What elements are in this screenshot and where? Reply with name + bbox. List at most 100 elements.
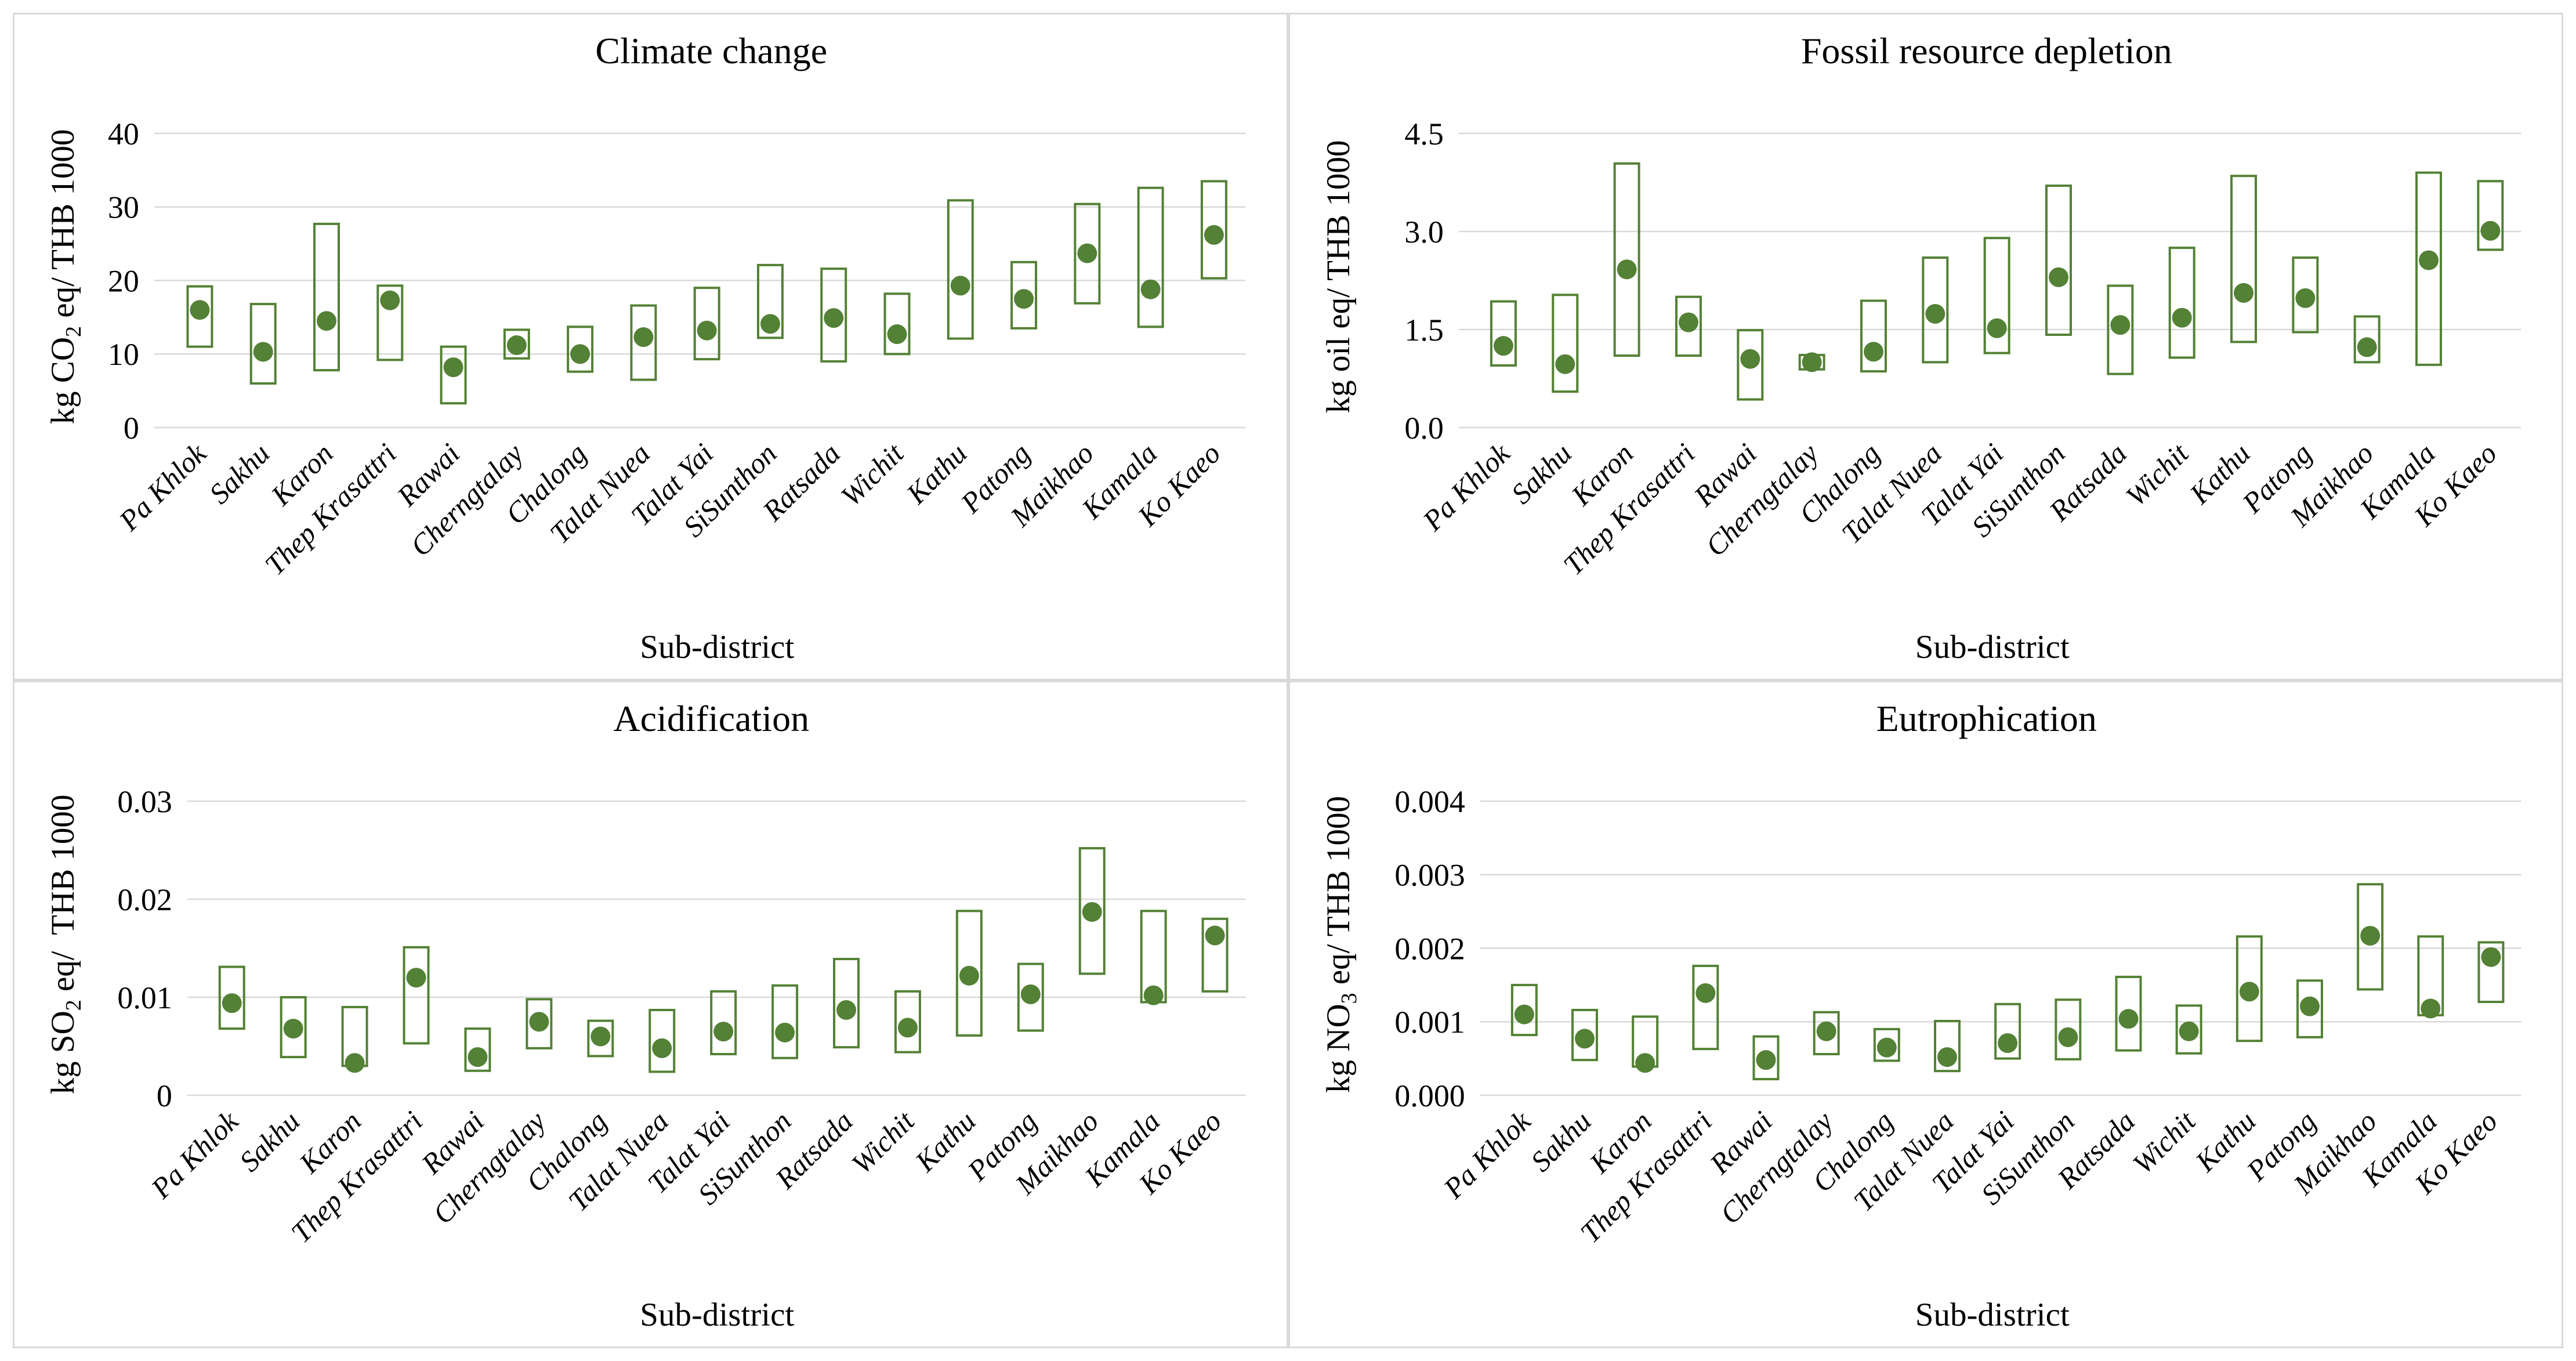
range-box <box>249 303 277 385</box>
range-box <box>218 965 245 1030</box>
range-box <box>1983 237 2010 354</box>
y-tick-label: 0.002 <box>1394 931 1465 966</box>
range-box <box>1010 260 1038 330</box>
range-box <box>2230 175 2257 343</box>
value-dot <box>222 993 242 1013</box>
value-dot <box>2110 315 2130 335</box>
value-dot <box>2420 998 2440 1019</box>
value-dot <box>406 968 426 988</box>
x-category-label: Pa Khlok <box>1436 1105 1537 1205</box>
value-dot <box>506 335 527 356</box>
range-box <box>710 990 737 1056</box>
range-box <box>313 222 340 372</box>
value-dot <box>1077 243 1097 263</box>
value-dot <box>2480 220 2500 241</box>
value-dot <box>1082 902 1102 922</box>
range-box <box>630 304 657 381</box>
range-box <box>2356 883 2383 991</box>
value-dot <box>1816 1021 1836 1041</box>
value-dot <box>2179 1021 2199 1041</box>
panel-eutrophication: Eutrophication kg NO3 eq/ THB 1000 0.000… <box>1288 680 2563 1348</box>
value-dot <box>283 1019 303 1039</box>
range-box <box>1933 1019 1961 1073</box>
y-tick-label: 0.03 <box>117 784 172 819</box>
value-dot <box>1937 1047 1957 1067</box>
x-category-label: Wichit <box>2126 1104 2202 1180</box>
value-dot <box>190 300 210 320</box>
range-box <box>2296 979 2323 1038</box>
y-tick-label: 1.5 <box>1404 313 1443 348</box>
range-box <box>1490 300 1517 367</box>
range-box <box>503 328 530 360</box>
x-category-label: Sakhu <box>1505 437 1578 510</box>
x-axis-title: Sub-district <box>1915 629 2070 665</box>
range-box <box>771 984 799 1059</box>
range-box <box>2054 998 2081 1060</box>
y-tick-label: 0.004 <box>1394 784 1465 819</box>
x-category-label: Sakhu <box>1524 1105 1597 1178</box>
panel-acidification: Acidification kg SO2 eq/ THB 1000 0 0.01 0… <box>13 680 1288 1348</box>
value-dot <box>1205 925 1225 946</box>
panel-grid: Climate change kg CO2 eq/ THB 1000 0 10 20… <box>13 13 2563 1348</box>
range-box <box>955 910 983 1037</box>
y-tick-label: 3.0 <box>1404 215 1443 249</box>
range-box <box>833 958 860 1049</box>
value-dot <box>1925 303 1945 324</box>
value-dot <box>1143 985 1164 1005</box>
value-dot <box>713 1022 734 1042</box>
value-dot <box>1020 984 1041 1004</box>
value-dot <box>2233 283 2253 303</box>
value-dot <box>2239 982 2259 1002</box>
range-box <box>2106 284 2133 375</box>
value-dot <box>2480 947 2501 967</box>
range-box <box>1078 847 1106 975</box>
y-tick-label: 10 <box>108 337 139 372</box>
range-box <box>1675 295 1702 357</box>
y-tick-label: 0.001 <box>1394 1005 1465 1040</box>
y-tick-label: 0.01 <box>117 980 172 1015</box>
y-tick-label: 30 <box>108 190 139 225</box>
value-dot <box>897 1018 918 1038</box>
range-box <box>2236 935 2263 1043</box>
y-tick-label: 0.02 <box>117 882 172 917</box>
range-box <box>2476 180 2503 251</box>
value-dot <box>443 357 463 378</box>
range-box <box>1691 964 1719 1051</box>
panel-fossil-resource-depletion: Fossil resource depletion kg oil eq/ THB… <box>1288 13 2563 680</box>
range-box <box>1551 294 1578 393</box>
range-box <box>280 996 307 1059</box>
range-box <box>1017 962 1044 1032</box>
range-box <box>376 284 404 361</box>
y-tick-label: 40 <box>108 117 139 151</box>
value-dot <box>1635 1053 1655 1073</box>
y-tick-label: 0.0 <box>1404 411 1443 446</box>
value-dot <box>1617 259 1637 280</box>
value-dot <box>1863 342 1883 362</box>
y-tick-label: 4.5 <box>1404 117 1443 151</box>
value-dot <box>824 308 844 328</box>
value-dot <box>1493 336 1513 356</box>
range-box <box>1510 983 1538 1037</box>
x-category-label: Sakhu <box>203 437 276 510</box>
value-dot <box>468 1047 488 1067</box>
value-dot <box>2172 307 2192 328</box>
range-box <box>186 285 213 348</box>
value-dot <box>1756 1050 1776 1070</box>
range-box <box>1994 1002 2021 1060</box>
range-box <box>2175 1004 2202 1055</box>
range-box <box>1860 299 1887 373</box>
range-box <box>756 263 784 339</box>
value-dot <box>652 1038 672 1058</box>
value-dot <box>2418 250 2439 270</box>
range-box <box>947 199 974 340</box>
value-dot <box>1695 983 1715 1003</box>
range-box <box>1873 1027 1900 1062</box>
value-dot <box>760 314 780 334</box>
value-dot <box>570 344 590 364</box>
x-category-label: Wichit <box>845 1104 921 1180</box>
value-dot <box>2357 337 2377 357</box>
value-dot <box>633 327 654 348</box>
range-box <box>820 267 847 363</box>
